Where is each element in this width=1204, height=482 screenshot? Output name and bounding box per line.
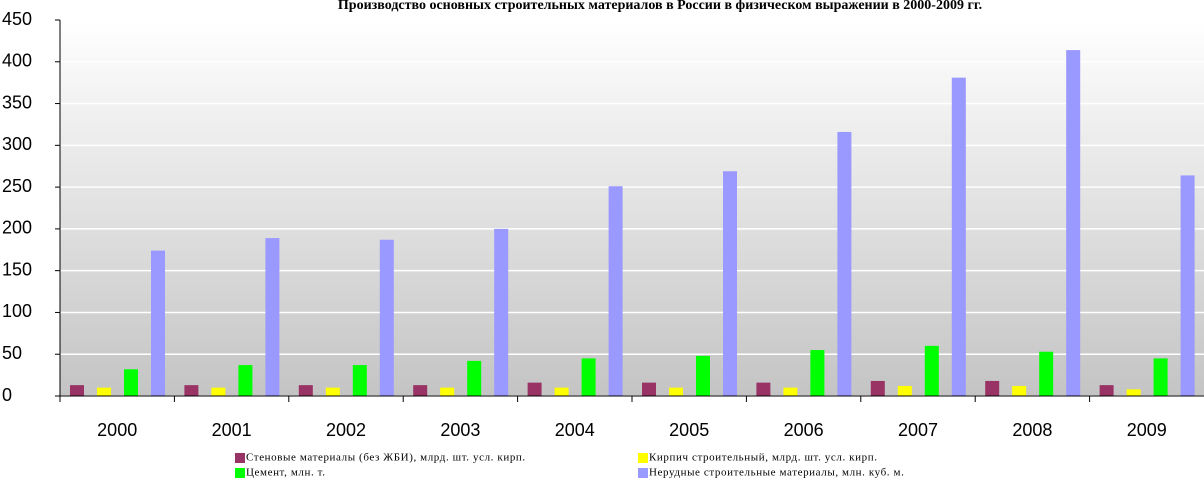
bar [723,171,737,396]
bar [211,387,226,396]
x-tick-label: 2008 [1012,420,1052,440]
y-tick-label: 300 [2,134,32,154]
legend-label: Нерудные строительные материалы, млн. ку… [649,467,904,479]
bar [184,385,199,396]
x-tick-label: 2001 [212,420,252,440]
x-tick-label: 2007 [898,420,938,440]
bar [924,345,939,396]
legend-swatch [638,453,648,463]
bar [527,382,542,396]
x-tick-label: 2004 [555,420,595,440]
legend-swatch [235,468,245,478]
bar [325,387,340,396]
bar [1126,389,1141,396]
legend-swatch [638,468,648,478]
bar [1180,175,1195,396]
bar [265,238,280,396]
y-tick-label: 100 [2,301,32,321]
bar [837,131,852,396]
y-tick-label: 400 [2,51,32,71]
bar [1099,385,1114,396]
y-tick-label: 350 [2,92,32,112]
bar [669,387,683,396]
plot-background [60,20,1204,396]
bar [810,350,825,396]
bar [151,250,165,396]
x-tick-label: 2002 [326,420,366,440]
bar [1039,351,1054,396]
bar [608,186,623,396]
x-tick-label: 2000 [97,420,137,440]
bar [951,77,966,397]
bar [696,355,710,396]
bar [783,387,798,396]
bar [379,239,394,396]
bar [97,387,111,396]
bar [238,365,253,396]
y-tick-label: 450 [2,9,32,29]
bar [298,385,313,396]
bar [440,387,455,396]
bar [985,380,1000,396]
bar [581,358,596,396]
legend-label: Стеновые материалы (без ЖБИ), млрд. шт. … [246,452,526,464]
bar [467,360,482,396]
bar [1012,385,1027,396]
bar [897,385,912,396]
bar [494,228,509,396]
bar [352,365,367,396]
bar [70,385,84,396]
y-tick-label: 200 [2,218,32,238]
y-tick-label: 150 [2,259,32,279]
x-tick-label: 2009 [1127,420,1167,440]
y-tick-label: 0 [2,385,12,405]
bar [124,369,138,396]
bar [1066,50,1081,397]
x-tick-label: 2006 [784,420,824,440]
x-tick-label: 2003 [440,420,480,440]
bar [642,382,656,396]
legend-label: Кирпич строительный, млрд. шт. усл. кирп… [649,452,878,464]
bar [1153,358,1168,396]
bar [756,382,771,396]
legend-label: Цемент, млн. т. [246,467,326,479]
x-tick-label: 2005 [669,420,709,440]
bar [413,385,428,396]
bar [554,387,569,396]
bar [870,380,885,396]
chart-title: Производство основных строительных матер… [338,0,982,13]
y-tick-label: 50 [2,343,22,363]
y-tick-label: 250 [2,176,32,196]
legend-swatch [235,453,245,463]
